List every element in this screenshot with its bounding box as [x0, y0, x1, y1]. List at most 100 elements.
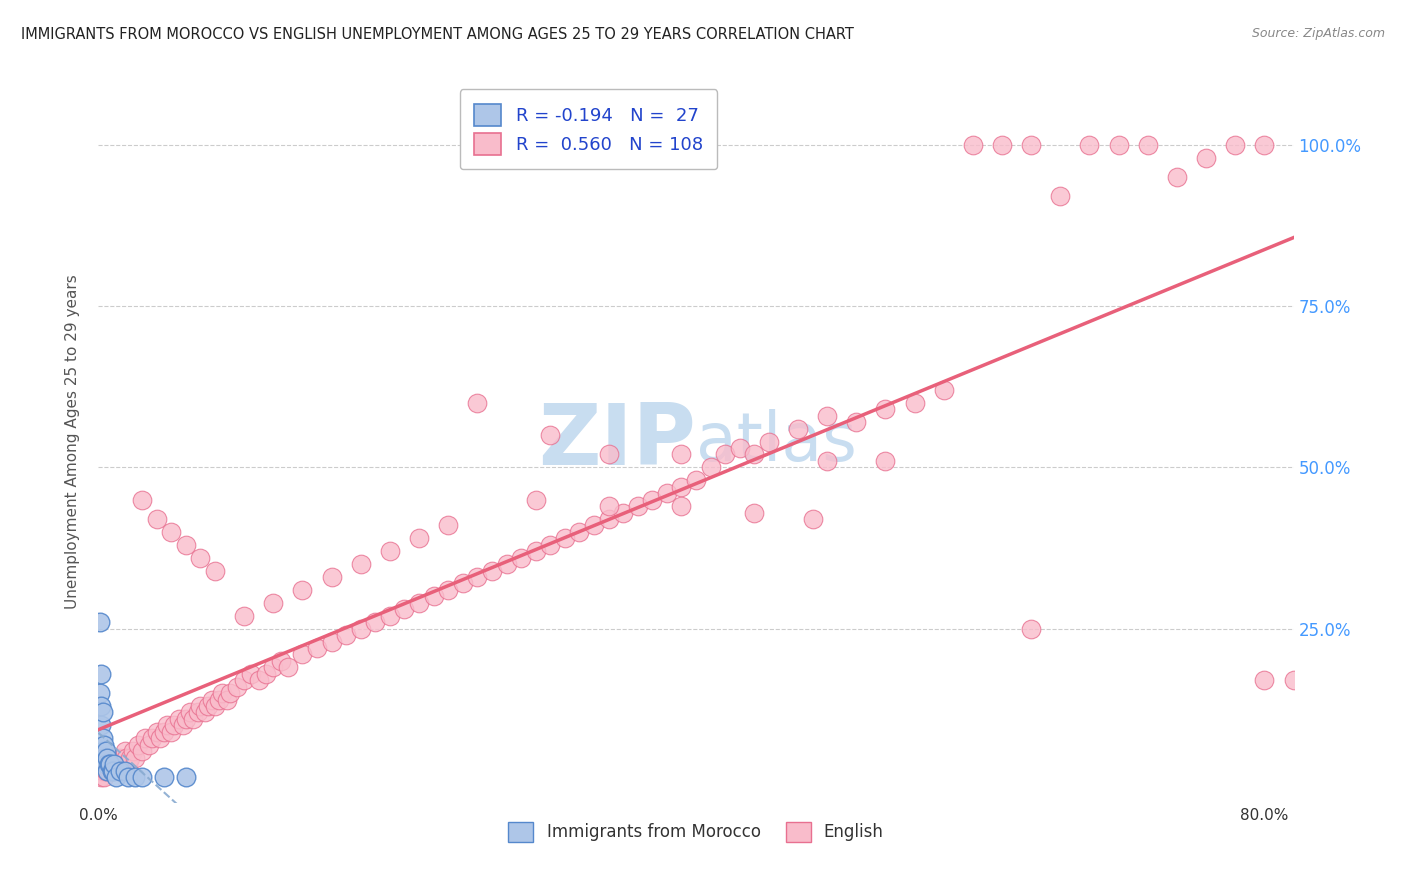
Point — [91, 744, 114, 758]
Point — [233, 673, 256, 688]
Point — [335, 628, 357, 642]
Point — [742, 506, 765, 520]
Point — [554, 531, 576, 545]
Point — [131, 492, 153, 507]
Point — [186, 706, 208, 720]
Point — [1253, 137, 1275, 152]
Point — [671, 480, 693, 494]
Point — [291, 582, 314, 597]
Point — [627, 499, 650, 513]
Point — [277, 660, 299, 674]
Point — [181, 712, 204, 726]
Point — [1282, 673, 1305, 688]
Point — [93, 770, 115, 784]
Point — [124, 750, 146, 764]
Point — [262, 596, 284, 610]
Point — [291, 648, 314, 662]
Point — [134, 731, 156, 746]
Point — [96, 757, 118, 772]
Point — [467, 570, 489, 584]
Point — [378, 544, 401, 558]
Point — [495, 557, 517, 571]
Point — [378, 608, 401, 623]
Point — [131, 770, 153, 784]
Point — [787, 422, 810, 436]
Point — [103, 757, 125, 772]
Point — [394, 602, 416, 616]
Point — [1049, 189, 1071, 203]
Point — [163, 718, 186, 732]
Point — [815, 454, 838, 468]
Point — [104, 770, 127, 784]
Point — [1253, 673, 1275, 688]
Point — [801, 512, 824, 526]
Point — [138, 738, 160, 752]
Point — [962, 137, 984, 152]
Point — [510, 550, 533, 565]
Point — [153, 770, 176, 784]
Point — [815, 409, 838, 423]
Point — [91, 764, 114, 778]
Point — [90, 666, 112, 681]
Point — [218, 686, 240, 700]
Point — [145, 512, 167, 526]
Point — [875, 402, 897, 417]
Point — [598, 512, 620, 526]
Point — [408, 531, 430, 545]
Point — [98, 757, 121, 772]
Point — [190, 550, 212, 565]
Point — [247, 673, 270, 688]
Point — [270, 654, 292, 668]
Point — [160, 724, 183, 739]
Point — [240, 666, 263, 681]
Point — [104, 750, 127, 764]
Point — [194, 706, 217, 720]
Point — [117, 770, 139, 784]
Point — [225, 680, 247, 694]
Point — [321, 570, 343, 584]
Text: IMMIGRANTS FROM MOROCCO VS ENGLISH UNEMPLOYMENT AMONG AGES 25 TO 29 YEARS CORREL: IMMIGRANTS FROM MOROCCO VS ENGLISH UNEMP… — [21, 27, 853, 42]
Point — [568, 524, 591, 539]
Point — [422, 590, 444, 604]
Point — [350, 622, 373, 636]
Y-axis label: Unemployment Among Ages 25 to 29 years: Unemployment Among Ages 25 to 29 years — [65, 274, 80, 609]
Point — [437, 582, 460, 597]
Point — [90, 770, 112, 784]
Point — [105, 757, 128, 772]
Point — [94, 744, 117, 758]
Point — [1225, 137, 1247, 152]
Point — [215, 692, 238, 706]
Point — [204, 564, 226, 578]
Point — [174, 712, 197, 726]
Point — [1019, 622, 1042, 636]
Point — [254, 666, 277, 681]
Point — [100, 757, 122, 772]
Point — [160, 524, 183, 539]
Point — [685, 473, 707, 487]
Point — [201, 692, 224, 706]
Point — [875, 454, 897, 468]
Point — [305, 640, 328, 655]
Point — [467, 396, 489, 410]
Point — [145, 724, 167, 739]
Point — [481, 564, 503, 578]
Point — [655, 486, 678, 500]
Point — [98, 750, 121, 764]
Point — [100, 764, 122, 778]
Point — [1136, 137, 1159, 152]
Point — [89, 615, 111, 630]
Point — [122, 744, 145, 758]
Point — [671, 447, 693, 461]
Point — [211, 686, 233, 700]
Point — [451, 576, 474, 591]
Point — [172, 718, 194, 732]
Point — [89, 686, 111, 700]
Point — [141, 731, 163, 746]
Point — [598, 499, 620, 513]
Point — [111, 757, 134, 772]
Point — [204, 699, 226, 714]
Point — [96, 750, 118, 764]
Point — [699, 460, 721, 475]
Point — [103, 757, 125, 772]
Point — [90, 699, 112, 714]
